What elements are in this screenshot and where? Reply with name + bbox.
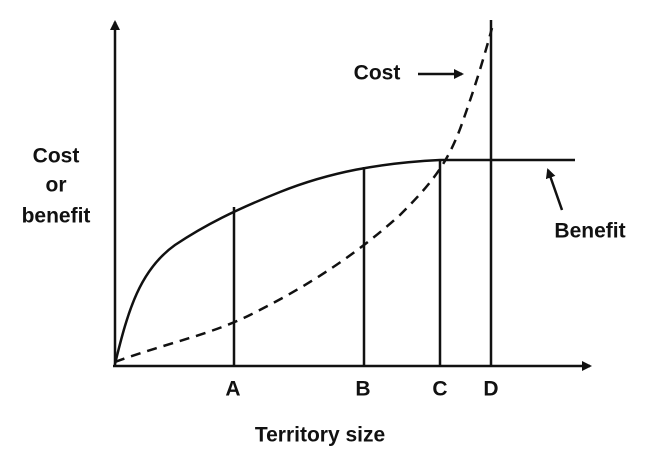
- benefit-arrow: [545, 168, 564, 211]
- marker-label: B: [355, 378, 370, 401]
- y-label: or: [46, 174, 67, 197]
- y-label: benefit: [22, 205, 91, 228]
- marker-label: D: [483, 378, 498, 401]
- benefit-curve: [113, 158, 575, 365]
- benefit-label: Benefit: [554, 220, 625, 243]
- marker-label: A: [225, 378, 240, 401]
- y-label: Cost: [33, 145, 80, 168]
- cost-curve: [114, 27, 494, 364]
- marker-label: C: [432, 378, 447, 401]
- cost-label: Cost: [354, 62, 401, 85]
- x-label: Territory size: [255, 424, 385, 447]
